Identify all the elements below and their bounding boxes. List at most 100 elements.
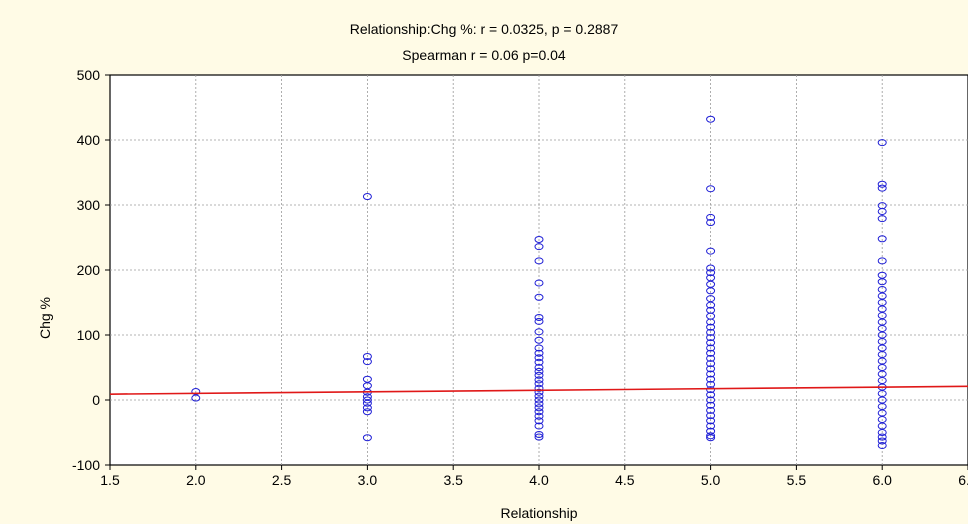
x-tick-label: 2.0 bbox=[186, 472, 206, 488]
x-tick-label: 3.5 bbox=[443, 472, 463, 488]
data-point bbox=[706, 349, 716, 357]
data-point bbox=[706, 334, 716, 342]
data-point bbox=[706, 247, 716, 255]
data-point bbox=[534, 279, 544, 287]
data-point bbox=[706, 406, 716, 414]
data-point bbox=[877, 442, 887, 449]
data-point bbox=[534, 328, 544, 336]
regression-line-group bbox=[109, 385, 968, 395]
data-point bbox=[706, 339, 716, 347]
data-point bbox=[534, 392, 544, 400]
y-tick-label: 200 bbox=[77, 262, 101, 278]
x-tick-label: 4.5 bbox=[615, 472, 635, 488]
data-point bbox=[362, 404, 372, 412]
data-point bbox=[706, 360, 716, 368]
y-tick-label: 500 bbox=[77, 67, 101, 83]
x-tick-label: 5.0 bbox=[701, 472, 721, 488]
data-point bbox=[877, 429, 887, 436]
data-point bbox=[362, 399, 372, 407]
data-point bbox=[534, 243, 544, 251]
data-point bbox=[706, 365, 716, 373]
x-tick-label: 1.5 bbox=[100, 472, 120, 488]
grid-lines bbox=[110, 75, 968, 465]
y-tick-label: 0 bbox=[92, 392, 100, 408]
data-point bbox=[534, 317, 544, 325]
data-point bbox=[534, 257, 544, 265]
data-point bbox=[706, 115, 716, 123]
data-point bbox=[706, 213, 716, 221]
data-point bbox=[362, 408, 372, 416]
x-tick-label: 2.5 bbox=[272, 472, 292, 488]
data-point bbox=[706, 375, 716, 383]
data-point bbox=[706, 434, 716, 442]
chart-title: Relationship:Chg %: r = 0.0325, p = 0.28… bbox=[350, 21, 619, 37]
data-point bbox=[534, 364, 544, 371]
data-point bbox=[362, 434, 372, 442]
data-point bbox=[706, 401, 716, 409]
data-point bbox=[706, 264, 716, 272]
x-tick-label: 4.0 bbox=[529, 472, 549, 488]
data-point bbox=[534, 430, 544, 438]
x-axis-label: Relationship bbox=[500, 505, 577, 521]
data-point bbox=[706, 185, 716, 193]
data-point bbox=[706, 432, 716, 440]
x-tick-label: 6.0 bbox=[872, 472, 892, 488]
data-point bbox=[534, 293, 544, 301]
y-tick-label: 300 bbox=[77, 197, 101, 213]
data-point bbox=[534, 384, 544, 392]
data-point bbox=[706, 396, 716, 404]
data-point bbox=[534, 235, 544, 243]
data-point bbox=[534, 354, 544, 362]
data-point bbox=[534, 388, 544, 396]
chart-subtitle: Spearman r = 0.06 p=0.04 bbox=[402, 47, 566, 63]
data-point bbox=[191, 394, 201, 402]
data-point bbox=[877, 257, 887, 265]
data-point bbox=[534, 336, 544, 344]
data-point bbox=[534, 422, 544, 430]
data-point bbox=[706, 391, 716, 399]
data-point bbox=[706, 323, 716, 331]
data-point bbox=[706, 354, 716, 362]
data-point bbox=[706, 344, 716, 352]
y-tick-label: 100 bbox=[77, 327, 101, 343]
data-point bbox=[706, 412, 716, 420]
x-tick-label: 5.5 bbox=[787, 472, 807, 488]
data-point bbox=[706, 370, 716, 378]
data-point bbox=[706, 269, 716, 277]
data-point bbox=[534, 396, 544, 404]
data-point bbox=[362, 396, 372, 404]
data-point bbox=[534, 404, 544, 412]
data-point bbox=[534, 376, 544, 384]
data-point bbox=[534, 358, 544, 366]
data-point bbox=[877, 278, 887, 286]
x-tick-labels: 1.5 2.0 2.5 3.0 3.5 4.0 4.5 5.0 5.5 6.0 6.5 bbox=[100, 472, 968, 488]
data-point bbox=[706, 380, 716, 388]
data-point bbox=[362, 193, 372, 201]
data-point bbox=[877, 235, 887, 243]
data-point bbox=[706, 417, 716, 425]
data-point bbox=[877, 433, 887, 441]
y-tick-labels: -100 0 100 200 300 400 500 bbox=[72, 67, 100, 473]
data-point bbox=[362, 358, 372, 366]
data-point bbox=[706, 328, 716, 336]
data-point bbox=[706, 422, 716, 430]
data-point bbox=[706, 219, 716, 227]
data-point bbox=[706, 301, 716, 309]
y-axis-label: Chg % bbox=[37, 297, 53, 339]
x-tick-label: 6.5 bbox=[958, 472, 968, 488]
axis-ticks bbox=[105, 74, 968, 470]
data-point bbox=[534, 313, 544, 321]
data-point bbox=[534, 344, 544, 352]
data-points bbox=[191, 115, 887, 449]
data-point bbox=[877, 437, 887, 445]
data-point bbox=[534, 349, 544, 357]
data-point bbox=[534, 417, 544, 425]
data-point bbox=[706, 287, 716, 295]
data-point bbox=[706, 318, 716, 326]
data-point bbox=[534, 412, 544, 420]
x-tick-label: 3.0 bbox=[358, 472, 378, 488]
y-tick-label: -100 bbox=[72, 457, 100, 473]
data-point bbox=[534, 371, 544, 379]
data-point bbox=[534, 408, 544, 416]
